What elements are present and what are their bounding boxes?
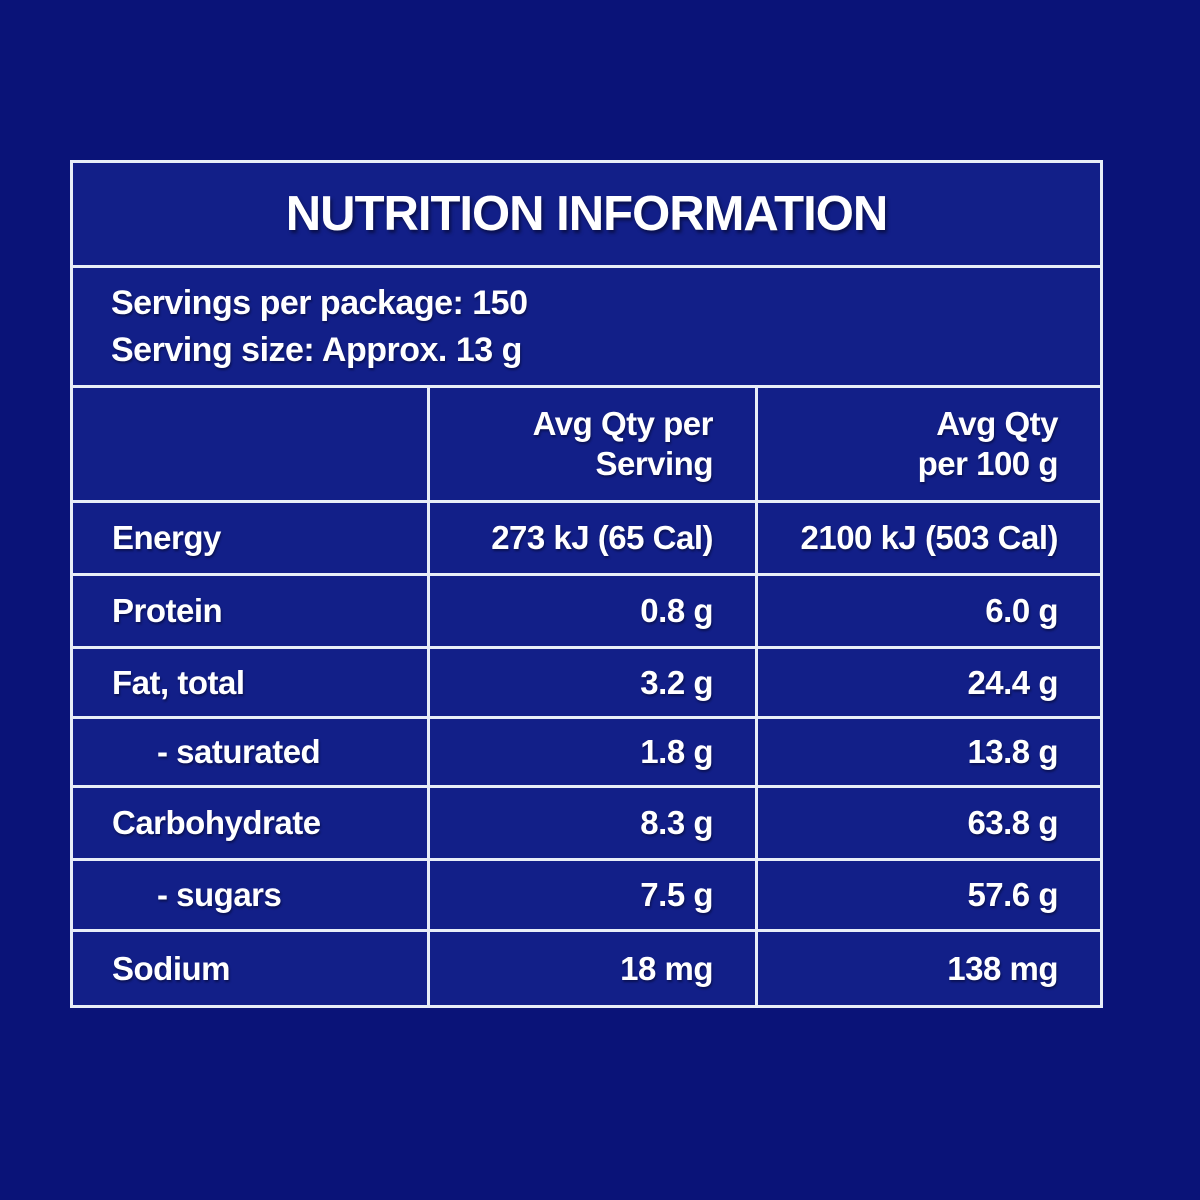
- value-per-100g: 63.8 g: [758, 788, 1100, 858]
- servings-per-package: Servings per package: 150: [111, 283, 528, 322]
- value-per-100g: 24.4 g: [758, 649, 1100, 716]
- col-header-per-serving: Avg Qty per Serving: [430, 388, 755, 500]
- value-per-100g: 6.0 g: [758, 576, 1100, 646]
- nutrient-label: Energy: [73, 503, 427, 573]
- col-header-per-serving-line1: Avg Qty per: [532, 405, 714, 442]
- col-header-per-100g-line2: per 100 g: [917, 445, 1059, 482]
- col-header-per-100g: Avg Qty per 100 g: [758, 388, 1100, 500]
- value-per-serving: 7.5 g: [430, 861, 755, 929]
- value-per-serving: 1.8 g: [430, 719, 755, 785]
- nutrient-label: Fat, total: [73, 649, 427, 716]
- value-per-serving: 273 kJ (65 Cal): [430, 503, 755, 573]
- nutrient-label: Protein: [73, 576, 427, 646]
- value-per-100g: 2100 kJ (503 Cal): [758, 503, 1100, 573]
- value-per-100g: 57.6 g: [758, 861, 1100, 929]
- nutrient-label: - sugars: [73, 861, 427, 929]
- col-header-per-serving-line2: Serving: [595, 445, 713, 482]
- value-per-serving: 3.2 g: [430, 649, 755, 716]
- nutrient-label: Sodium: [73, 932, 427, 1005]
- nutrient-label: Carbohydrate: [73, 788, 427, 858]
- nutrient-label: - saturated: [73, 719, 427, 785]
- value-per-100g: 138 mg: [758, 932, 1100, 1005]
- serving-size: Serving size: Approx. 13 g: [111, 330, 522, 369]
- col-header-nutrient: [73, 388, 427, 500]
- panel-title: NUTRITION INFORMATION: [73, 163, 1100, 265]
- value-per-serving: 8.3 g: [430, 788, 755, 858]
- value-per-100g: 13.8 g: [758, 719, 1100, 785]
- value-per-serving: 0.8 g: [430, 576, 755, 646]
- value-per-serving: 18 mg: [430, 932, 755, 1005]
- nutrition-panel: NUTRITION INFORMATION Servings per packa…: [70, 160, 1103, 1008]
- serving-info: Servings per package: 150 Serving size: …: [73, 268, 1100, 385]
- col-header-per-100g-line1: Avg Qty: [936, 405, 1058, 442]
